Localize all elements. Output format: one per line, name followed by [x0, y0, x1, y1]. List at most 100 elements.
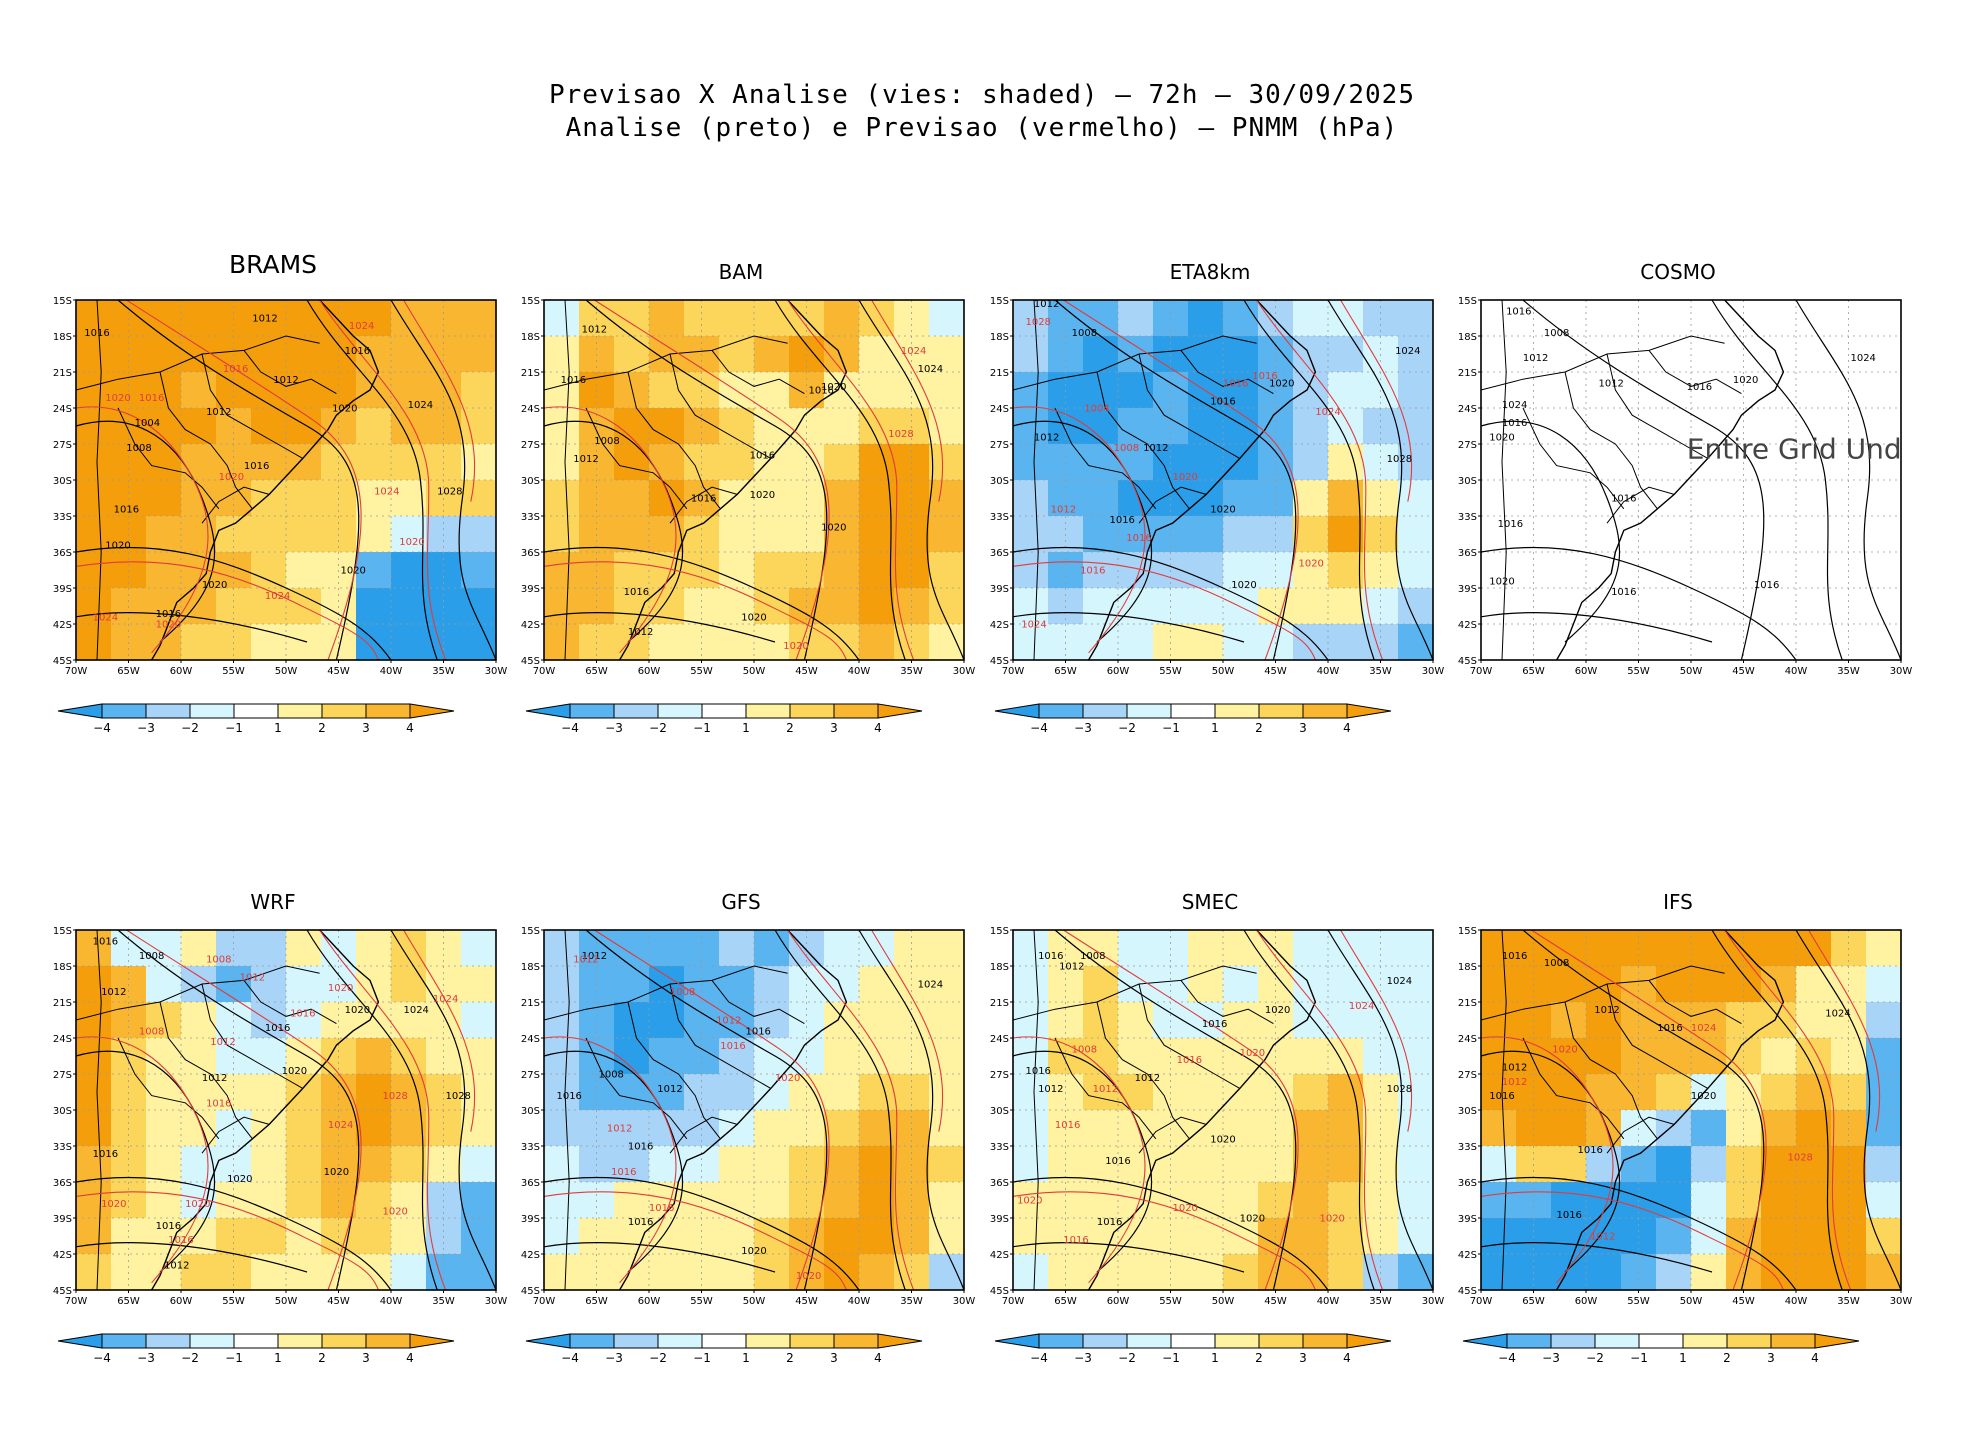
bias-cell	[181, 300, 217, 337]
bias-cell	[461, 1038, 497, 1075]
colorbar-label: −4	[561, 721, 579, 735]
latitude-tick-label: 39S	[521, 1214, 540, 1225]
colorbar-swatch	[1126, 703, 1172, 719]
bias-cell	[929, 1074, 965, 1111]
bias-cell	[146, 444, 182, 481]
forecast-label: 1024	[265, 591, 290, 602]
bias-cell	[461, 516, 497, 553]
analysis-label: 1016	[93, 1149, 118, 1160]
latitude-tick-label: 27S	[521, 1070, 540, 1081]
analysis-label: 1016	[84, 328, 109, 339]
bias-cell	[1188, 1110, 1224, 1147]
bias-cell	[461, 444, 497, 481]
coastlines	[1481, 300, 1783, 660]
colorbar-swatch	[1170, 1333, 1216, 1349]
bias-cell	[614, 930, 650, 967]
latitude-tick-label: 39S	[990, 584, 1009, 595]
colorbar-label: −1	[693, 721, 711, 735]
country-border	[1649, 980, 1741, 1023]
bias-cell	[391, 1254, 427, 1291]
panel-title-smec: SMEC	[1181, 890, 1239, 914]
bias-cell	[1398, 1182, 1434, 1219]
longitude-tick-label: 50W	[1680, 1296, 1703, 1307]
bias-cell	[181, 1002, 217, 1039]
bias-cell	[614, 1254, 650, 1291]
colorbar-label: 4	[874, 721, 882, 735]
analysis-label: 1012	[582, 324, 607, 335]
analysis-label: 1020	[1210, 504, 1235, 515]
bias-cell	[1481, 1038, 1517, 1075]
bias-cell	[391, 966, 427, 1003]
analysis-label: 1016	[1502, 951, 1527, 962]
coastline	[152, 300, 379, 660]
bias-cell	[1223, 1146, 1259, 1183]
forecast-label: 1016	[720, 1041, 745, 1052]
longitude-tick-label: 70W	[1470, 1296, 1493, 1307]
analysis-label: 1016	[1754, 580, 1779, 591]
colorbar-brams: −4 −3 −2 −1 1 2 3 4	[57, 703, 455, 735]
longitude-tick-label: 45W	[795, 666, 818, 677]
colorbar-label: −4	[93, 1351, 111, 1365]
bias-cell	[181, 930, 217, 967]
colorbar-swatch	[833, 1333, 879, 1349]
bias-cell	[1796, 930, 1832, 967]
bias-cell	[391, 372, 427, 409]
bias-cell	[1188, 444, 1224, 481]
analysis-label: 1016	[244, 461, 269, 472]
bias-cell	[1083, 444, 1119, 481]
longitude-tick-label: 70W	[65, 1296, 88, 1307]
longitude-tick-label: 40W	[848, 1296, 871, 1307]
bias-cell	[754, 1218, 790, 1255]
figure-title-line-1: Previsao X Analise (vies: shaded) – 72h …	[549, 80, 1415, 110]
colorbar-label: 3	[830, 721, 838, 735]
bias-cell	[1188, 930, 1224, 967]
latitude-tick-label: 27S	[1458, 440, 1477, 451]
forecast-label: 1024	[374, 486, 399, 497]
latitude-tick-label: 36S	[1458, 1178, 1477, 1189]
colorbar-swatch	[277, 1333, 323, 1349]
country-border	[1565, 372, 1657, 509]
bias-cell	[1481, 966, 1517, 1003]
bias-cell	[181, 408, 217, 445]
forecast-isobar	[872, 930, 943, 1132]
analysis-isobar	[1481, 547, 1796, 660]
bias-cell	[461, 1254, 497, 1291]
latitude-tick-label: 21S	[53, 998, 72, 1009]
longitude-tick-label: 30W	[1890, 1296, 1913, 1307]
bias-cell	[1328, 966, 1364, 1003]
bias-cell	[1328, 336, 1364, 373]
bias-cell	[1223, 480, 1259, 517]
bias-cell	[1188, 1182, 1224, 1219]
forecast-isobar	[76, 1037, 208, 1283]
latitude-tick-label: 36S	[521, 548, 540, 559]
graticule	[1013, 300, 1433, 660]
bias-cell	[1796, 1146, 1832, 1183]
colorbar-swatch	[789, 703, 835, 719]
bias-cell	[181, 1146, 217, 1183]
analysis-isobar	[544, 1051, 683, 1272]
forecast-isobar	[76, 562, 378, 660]
bias-cell	[929, 1182, 965, 1219]
colorbar-label: −3	[605, 721, 623, 735]
forecast-label: 1016	[649, 1203, 674, 1214]
colorbar-swatch	[321, 1333, 367, 1349]
latitude-tick-label: 30S	[53, 1106, 72, 1117]
analysis-label: 1016	[1202, 1019, 1227, 1030]
analysis-label: 1016	[808, 386, 833, 397]
map-panel-smec: SMEC 1016 1012 1008 1016 1020 1024 1012 1016 1012…	[975, 882, 1445, 1352]
colorbar-swatch	[1214, 1333, 1260, 1349]
bias-cell	[1866, 1074, 1902, 1111]
colorbar-label: 1	[274, 721, 282, 735]
analysis-label: 1016	[1109, 515, 1134, 526]
bias-cell	[614, 336, 650, 373]
bias-cell	[286, 336, 322, 373]
forecast-isobar	[544, 1037, 676, 1283]
latitude-tick-label: 30S	[990, 476, 1009, 487]
bias-cell	[76, 1254, 112, 1291]
longitude-tick-label: 50W	[275, 1296, 298, 1307]
country-border	[1097, 372, 1189, 509]
bias-cell	[544, 624, 580, 661]
colorbar-swatch	[1258, 703, 1304, 719]
map-panel-cosmo: COSMO 1016 1008 1012 1012 1016 1020 1024 1024 101…	[1443, 252, 1913, 722]
